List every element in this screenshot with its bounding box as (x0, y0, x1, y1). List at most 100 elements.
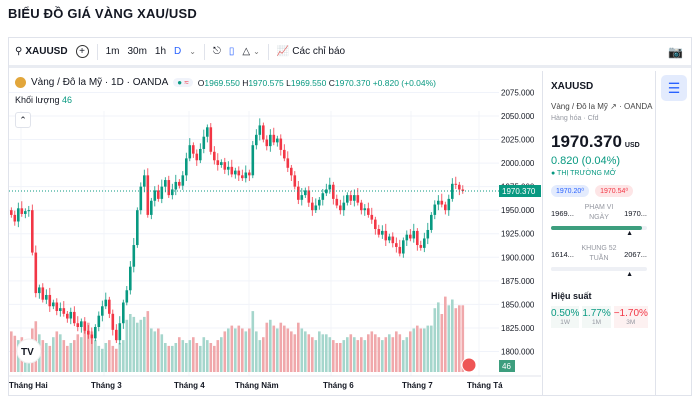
performance-value: −1.70% (613, 308, 648, 319)
volume-bar (311, 337, 314, 372)
symbol-search-button[interactable]: ⚲ XAUUSD (15, 46, 68, 57)
bid-price[interactable]: 1970.20⁰ (551, 185, 590, 197)
candle (395, 243, 398, 247)
ask-price[interactable]: 1970.54⁰ (595, 185, 634, 197)
area-style-button[interactable]: △ ⌄ (242, 46, 259, 57)
details-toggle-button[interactable]: ☰ (661, 75, 687, 101)
volume-bar (461, 305, 465, 372)
interval-dropdown[interactable]: ⌄ (189, 47, 196, 56)
candle (55, 302, 59, 311)
volume-bar (321, 334, 325, 372)
volume-bar (430, 325, 433, 372)
candle (118, 323, 122, 341)
candle (360, 202, 363, 211)
divider (96, 43, 98, 60)
volume-bar (59, 334, 62, 372)
candle (73, 311, 76, 324)
volume-bar (69, 343, 73, 372)
market-status-pill[interactable]: ● ≈ (173, 78, 193, 87)
volume-bar (227, 328, 230, 372)
candle (223, 162, 227, 170)
candle (178, 181, 181, 186)
volume-bar (433, 308, 437, 372)
volume-bar (255, 331, 258, 372)
performance-cell[interactable]: 0.50% 1W (551, 306, 580, 328)
performance-heading: Hiệu suất (551, 291, 592, 301)
volume-bar (115, 348, 118, 372)
candle (265, 139, 269, 147)
volume-bar (426, 325, 430, 372)
candle (132, 245, 136, 267)
volume-bar (398, 334, 402, 372)
candle (311, 202, 314, 211)
volume-bar (101, 348, 104, 372)
volume-bar (339, 343, 342, 372)
volume-bar (269, 319, 272, 372)
volume-bar (419, 328, 423, 372)
volume-bar (328, 337, 332, 372)
volume-bar (209, 343, 213, 372)
candle (164, 180, 167, 187)
last-price-label: 1970.370 (502, 187, 536, 196)
candle (139, 186, 143, 211)
candle (458, 184, 461, 190)
camera-icon: 📷 (668, 44, 683, 59)
volume-bar (409, 331, 412, 372)
performance-cell[interactable]: 1.77% 1M (582, 306, 611, 328)
volume-bar (244, 331, 248, 372)
volume-bar (157, 328, 160, 372)
interval-30m[interactable]: 30m (127, 46, 147, 57)
candle (143, 175, 146, 187)
us-flag-icon (461, 357, 477, 373)
volume-bar (381, 340, 384, 372)
candle (307, 190, 311, 203)
candle (136, 210, 139, 246)
candle (31, 210, 34, 253)
volume-bar (377, 337, 381, 372)
volume-bar (402, 340, 405, 372)
right-sidebar: ☰ (657, 71, 691, 395)
x-tick-label: Tháng 3 (91, 381, 122, 390)
interval-d[interactable]: D (174, 46, 182, 57)
volume-bar (451, 299, 454, 372)
candle (251, 145, 255, 176)
volume-bar (335, 343, 339, 372)
candle (451, 183, 454, 199)
volume-bar (76, 334, 80, 372)
performance-cell[interactable]: −1.70% 3M (613, 306, 648, 328)
volume-bar (10, 331, 13, 372)
volume-bar (41, 340, 45, 372)
candle-style-button[interactable]: ▯ (229, 46, 235, 57)
candle (41, 287, 45, 300)
candle (384, 230, 388, 241)
y-tick-label: 1950.000 (501, 206, 535, 215)
volume-bar (458, 305, 461, 372)
volume-bar (118, 343, 122, 372)
volume-bar (160, 334, 164, 372)
panel-price: 1970.370 USD (551, 132, 640, 151)
external-link-icon[interactable]: ↗ (610, 102, 617, 111)
candle (388, 236, 391, 241)
volume-bar (444, 296, 447, 372)
list-icon: ☰ (667, 79, 681, 96)
candle (283, 149, 286, 159)
bar-style-button[interactable]: ⎋ (213, 46, 221, 57)
volume-bar (360, 337, 363, 372)
interval-1h[interactable]: 1h (154, 46, 167, 57)
candle (290, 167, 293, 176)
y-tick-label: 1850.000 (501, 300, 535, 309)
interval-1m[interactable]: 1m (105, 46, 120, 57)
chart-canvas[interactable]: 2075.0002050.0002025.0002000.0001975.000… (9, 71, 541, 395)
candle (206, 127, 209, 137)
collapse-legend-button[interactable]: ⌃ (15, 112, 31, 128)
candle (363, 208, 367, 211)
volume-bar (374, 334, 377, 372)
price-chart[interactable]: 2075.0002050.0002025.0002000.0001975.000… (9, 71, 541, 395)
compare-add-button[interactable]: + (75, 45, 89, 58)
candle (195, 153, 199, 161)
candle (416, 230, 419, 246)
screenshot-button[interactable]: 📷 (668, 45, 683, 59)
candle (213, 151, 216, 161)
volume-bar (248, 328, 251, 372)
indicators-button[interactable]: 📈 Các chỉ báo (277, 46, 345, 57)
